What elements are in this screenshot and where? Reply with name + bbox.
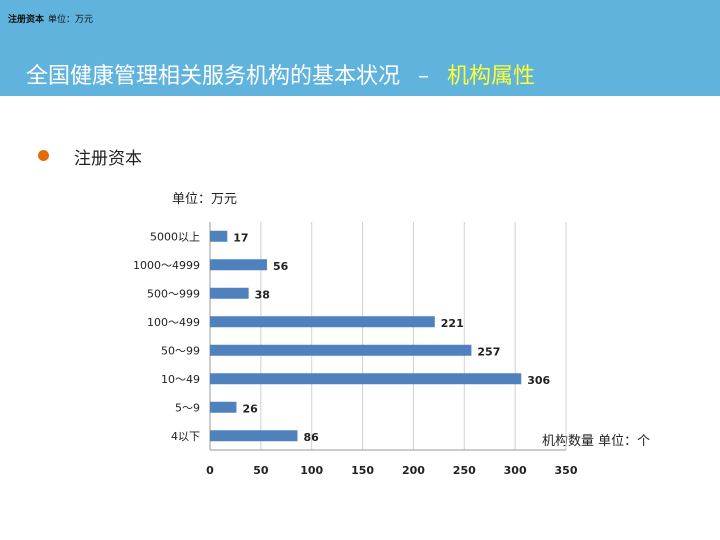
data-label: 38 (255, 288, 270, 301)
unit-right-label: 机构数量 单位：个 (542, 434, 651, 449)
unit-top-label: 单位：万元 (172, 192, 238, 207)
bar (210, 373, 522, 385)
bar (210, 344, 472, 356)
category-label: 100～499 (147, 316, 200, 329)
data-label: 26 (242, 402, 258, 415)
x-tick-label: 150 (351, 464, 374, 477)
category-label: 1000～4999 (133, 259, 200, 272)
category-label: 500～999 (147, 287, 200, 300)
data-label: 221 (441, 317, 464, 330)
x-tick-label: 50 (253, 464, 269, 477)
corner-note: 注册资本 单位：万元 (8, 12, 93, 25)
bar (210, 316, 435, 328)
category-label: 5～9 (175, 401, 200, 414)
page-title-accent: 机构属性 (447, 64, 536, 89)
x-tick-label: 100 (300, 464, 323, 477)
page-title: 全国健康管理相关服务机构的基本状况 – 机构属性 (26, 58, 535, 90)
header-banner: 注册资本 单位：万元 全国健康管理相关服务机构的基本状况 – 机构属性 (0, 0, 720, 96)
category-label: 4以下 (171, 430, 200, 443)
data-label: 306 (527, 374, 550, 387)
x-tick-label: 350 (555, 464, 578, 477)
section-label: 注册资本 (74, 149, 142, 169)
bar (210, 401, 237, 413)
data-label: 86 (303, 431, 319, 444)
x-tick-label: 0 (206, 464, 214, 477)
category-label: 50～99 (161, 344, 200, 357)
page-title-dash: – (418, 64, 430, 89)
corner-note-bold: 注册资本 (8, 15, 45, 25)
data-label: 56 (273, 260, 289, 273)
corner-note-unit: 单位：万元 (48, 15, 94, 25)
x-tick-label: 250 (453, 464, 476, 477)
data-label: 257 (477, 345, 500, 358)
bullet-dot (38, 150, 49, 161)
bar (210, 430, 298, 442)
bar (210, 230, 228, 242)
bar (210, 259, 267, 271)
x-tick-label: 200 (402, 464, 425, 477)
bar (210, 287, 249, 299)
x-tick-label: 300 (504, 464, 527, 477)
page-title-main: 全国健康管理相关服务机构的基本状况 (26, 64, 401, 89)
category-label: 10～49 (161, 373, 200, 386)
data-label: 17 (233, 231, 248, 244)
category-label: 5000以上 (150, 230, 200, 243)
